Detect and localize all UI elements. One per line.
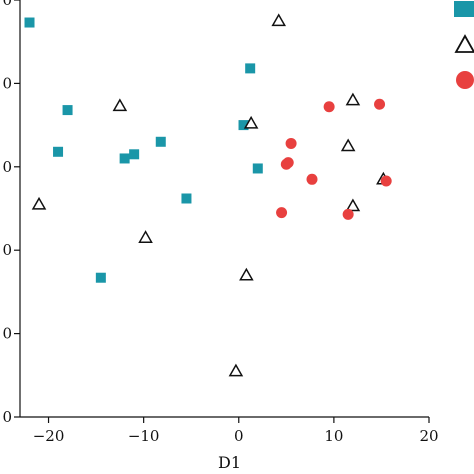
data-point [181, 193, 192, 204]
data-point [342, 208, 354, 220]
data-point [276, 207, 288, 219]
data-point [340, 138, 356, 152]
data-point [24, 17, 35, 28]
data-point [306, 173, 318, 185]
y-tick-label: 0 [2, 325, 12, 343]
series-circle [276, 98, 392, 220]
data-point [228, 363, 244, 377]
data-point [138, 230, 153, 243]
data-point [374, 98, 386, 110]
x-tick-label: −10 [128, 427, 160, 445]
data-point [62, 105, 73, 116]
data-point [239, 267, 254, 281]
data-point [129, 149, 140, 160]
data-point [95, 272, 106, 283]
x-axis-title: D1 [218, 453, 241, 472]
data-point [285, 137, 297, 149]
data-point [243, 115, 259, 129]
x-tick-label: −20 [33, 427, 65, 445]
legend-marker-circle [456, 71, 474, 89]
series-square [24, 17, 263, 283]
x-axis: −20 −10 0 10 20 [20, 416, 439, 445]
x-tick-label: 20 [419, 427, 438, 445]
data-point [252, 163, 263, 174]
data-point [31, 196, 47, 210]
x-tick-label: 10 [324, 427, 343, 445]
data-point [112, 98, 128, 112]
data-point [380, 175, 392, 187]
y-tick-label: 0 [2, 158, 12, 176]
data-point [282, 157, 294, 169]
data-point [245, 63, 256, 74]
y-tick-label: 0 [2, 74, 12, 92]
data-point [119, 153, 130, 164]
legend [454, 1, 474, 89]
legend-marker-square [454, 1, 474, 17]
plot-area [24, 13, 392, 377]
y-tick-label: 0 [2, 0, 12, 9]
data-point [271, 13, 287, 27]
y-tick-label: 0 [2, 241, 12, 259]
data-point [155, 136, 166, 147]
y-axis: 0 0 0 0 0 0 [2, 0, 21, 426]
x-tick-label: 0 [234, 427, 244, 445]
y-tick-label: 0 [2, 408, 12, 426]
series-triangle-open [31, 13, 391, 377]
data-point [53, 146, 64, 157]
data-point [345, 92, 361, 106]
data-point [323, 101, 335, 113]
data-point [345, 198, 361, 212]
data-point [238, 120, 249, 131]
legend-marker-triangle [454, 34, 474, 53]
